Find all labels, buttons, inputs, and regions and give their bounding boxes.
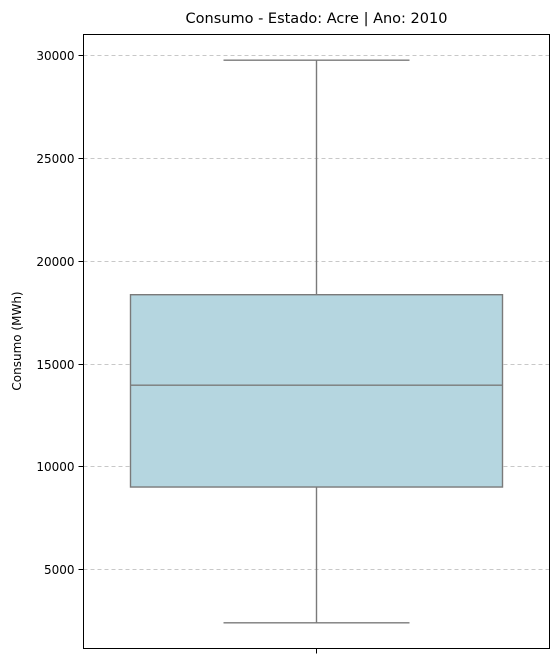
iqr-box bbox=[131, 295, 503, 487]
box-plot bbox=[131, 60, 503, 623]
y-axis: 5000 10000 15000 20000 25000 30000 bbox=[36, 49, 83, 577]
y-axis-title: Consumo (MWh) bbox=[10, 291, 24, 390]
y-tick-label: 10000 bbox=[36, 460, 74, 474]
y-tick-label: 15000 bbox=[36, 358, 74, 372]
chart-title: Consumo - Estado: Acre | Ano: 2010 bbox=[186, 11, 448, 27]
y-tick-label: 20000 bbox=[36, 255, 74, 269]
y-tick-label: 30000 bbox=[36, 49, 74, 63]
y-tick-label: 25000 bbox=[36, 152, 74, 166]
y-tick-label: 5000 bbox=[44, 563, 75, 577]
